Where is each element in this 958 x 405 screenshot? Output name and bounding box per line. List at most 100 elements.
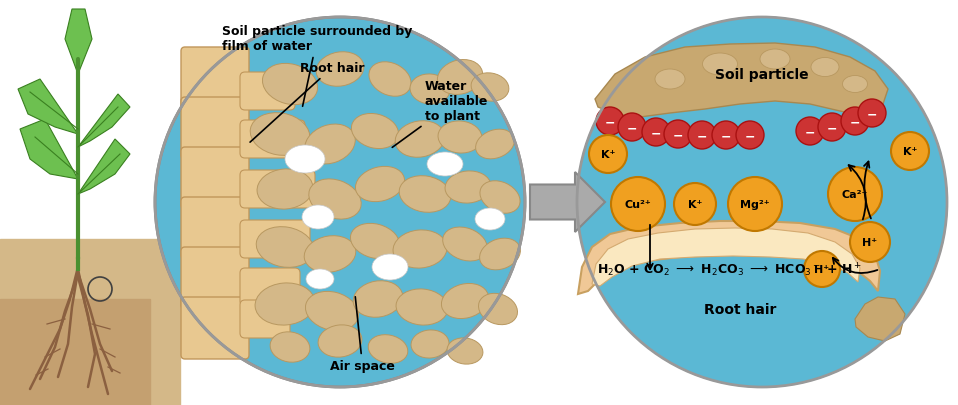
Ellipse shape: [305, 125, 355, 164]
Ellipse shape: [318, 325, 362, 357]
Polygon shape: [78, 140, 130, 194]
Ellipse shape: [308, 179, 361, 220]
Ellipse shape: [262, 64, 317, 105]
Circle shape: [728, 177, 782, 231]
Ellipse shape: [257, 170, 313, 209]
Text: H$_2$O + CO$_2$ $\longrightarrow$ H$_2$CO$_3$ $\longrightarrow$ HCO$_3$$^-$ + H$: H$_2$O + CO$_2$ $\longrightarrow$ H$_2$C…: [597, 261, 862, 278]
Ellipse shape: [306, 269, 334, 289]
Circle shape: [891, 133, 929, 171]
Ellipse shape: [447, 338, 483, 364]
Circle shape: [688, 122, 716, 149]
Circle shape: [589, 136, 627, 174]
Ellipse shape: [702, 54, 738, 76]
Ellipse shape: [480, 239, 520, 270]
Ellipse shape: [478, 294, 517, 325]
FancyBboxPatch shape: [240, 300, 290, 338]
Ellipse shape: [372, 254, 408, 280]
Text: −: −: [673, 129, 683, 142]
Polygon shape: [20, 120, 78, 179]
Circle shape: [155, 18, 525, 387]
Ellipse shape: [410, 75, 450, 105]
Ellipse shape: [411, 330, 449, 358]
Circle shape: [664, 121, 692, 149]
Circle shape: [642, 119, 670, 147]
FancyBboxPatch shape: [181, 98, 249, 160]
FancyBboxPatch shape: [240, 121, 305, 159]
Polygon shape: [595, 44, 888, 118]
Text: −: −: [827, 122, 837, 135]
Ellipse shape: [393, 230, 447, 269]
Text: Root hair: Root hair: [704, 302, 776, 316]
Circle shape: [841, 108, 869, 136]
Text: −: −: [720, 130, 731, 143]
FancyBboxPatch shape: [240, 171, 315, 209]
Ellipse shape: [480, 181, 520, 214]
Circle shape: [858, 100, 886, 128]
Ellipse shape: [306, 292, 358, 331]
Text: −: −: [650, 127, 661, 140]
Text: K⁺: K⁺: [601, 149, 615, 160]
Text: −: −: [744, 130, 755, 143]
Ellipse shape: [427, 153, 463, 177]
Circle shape: [611, 177, 665, 231]
Text: Root hair: Root hair: [250, 62, 364, 143]
FancyBboxPatch shape: [240, 269, 300, 306]
Polygon shape: [592, 228, 860, 286]
FancyBboxPatch shape: [240, 73, 295, 111]
Ellipse shape: [316, 53, 364, 87]
FancyBboxPatch shape: [181, 247, 249, 309]
FancyArrow shape: [530, 173, 605, 232]
Text: −: −: [850, 116, 860, 129]
Ellipse shape: [255, 283, 315, 325]
FancyBboxPatch shape: [240, 220, 310, 258]
Ellipse shape: [475, 130, 514, 160]
Ellipse shape: [811, 58, 839, 77]
Polygon shape: [578, 222, 880, 294]
Circle shape: [736, 122, 764, 149]
Text: −: −: [867, 108, 878, 121]
Ellipse shape: [285, 146, 325, 174]
Ellipse shape: [471, 74, 509, 102]
Polygon shape: [855, 297, 905, 341]
FancyBboxPatch shape: [181, 48, 249, 110]
Text: −: −: [604, 116, 615, 129]
Ellipse shape: [302, 205, 334, 230]
Ellipse shape: [396, 122, 445, 158]
Text: −: −: [805, 126, 815, 139]
Ellipse shape: [355, 167, 404, 202]
Ellipse shape: [655, 70, 685, 90]
Text: Soil particle surrounded by
film of water: Soil particle surrounded by film of wate…: [222, 25, 412, 107]
Ellipse shape: [442, 284, 489, 319]
Ellipse shape: [352, 114, 399, 149]
Circle shape: [818, 114, 846, 142]
Text: K⁺: K⁺: [902, 147, 917, 157]
Ellipse shape: [396, 289, 448, 325]
Ellipse shape: [270, 332, 309, 362]
Text: K⁺: K⁺: [688, 200, 702, 209]
Ellipse shape: [443, 228, 488, 261]
Ellipse shape: [354, 281, 402, 318]
FancyBboxPatch shape: [181, 297, 249, 359]
Text: Ca²⁺: Ca²⁺: [842, 190, 868, 200]
Circle shape: [577, 18, 947, 387]
Text: H⁺: H⁺: [814, 264, 830, 274]
Ellipse shape: [842, 76, 868, 93]
FancyBboxPatch shape: [181, 148, 249, 209]
Circle shape: [618, 114, 646, 142]
Polygon shape: [65, 10, 92, 75]
Circle shape: [596, 108, 624, 136]
Circle shape: [828, 168, 882, 222]
FancyBboxPatch shape: [181, 198, 249, 259]
Text: −: −: [696, 130, 707, 143]
Text: −: −: [627, 122, 637, 135]
Circle shape: [804, 252, 840, 287]
Circle shape: [850, 222, 890, 262]
Text: Mg²⁺: Mg²⁺: [741, 200, 770, 209]
Ellipse shape: [399, 176, 451, 213]
Polygon shape: [78, 95, 130, 148]
Text: H⁺: H⁺: [862, 237, 878, 247]
Ellipse shape: [250, 113, 309, 156]
Text: Soil particle: Soil particle: [716, 68, 809, 82]
Ellipse shape: [368, 335, 408, 363]
Ellipse shape: [438, 60, 483, 95]
